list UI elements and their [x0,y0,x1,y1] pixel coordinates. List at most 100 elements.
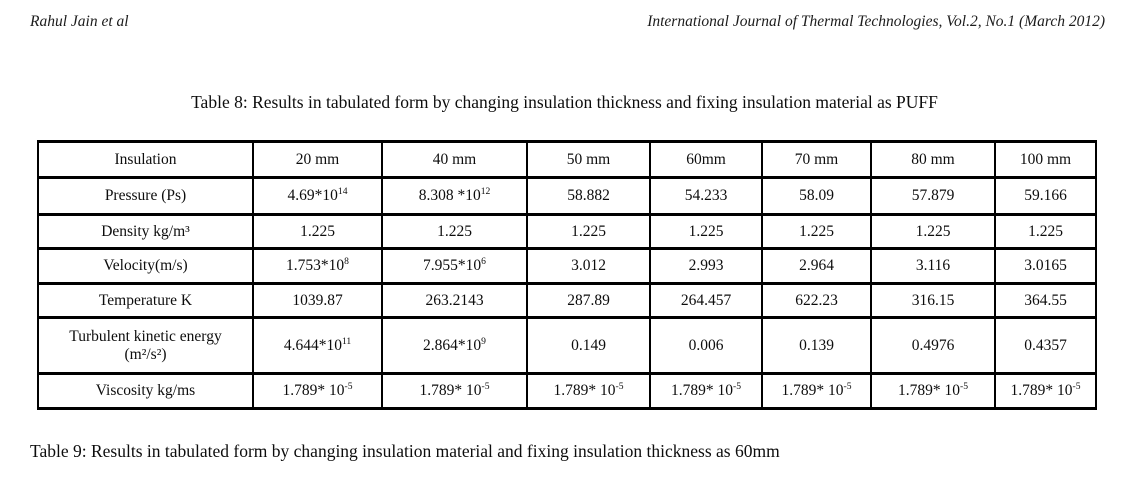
row-label-text: Viscosity kg/ms [95,382,196,399]
cell-exponent: -5 [1072,380,1081,392]
row-label-text: Turbulent kinetic energy [69,327,222,345]
cell-value: 0.139 [799,336,834,354]
cell-value: 1.225 [799,222,834,240]
cell-value: 1.789* 10 [1010,382,1073,399]
journal-running-head: International Journal of Thermal Technol… [647,13,1105,30]
cell-exponent: 14 [337,185,348,197]
cell-exponent: -5 [481,380,490,392]
column-header-insulation: Insulation [37,140,254,179]
cell-value: 1.789* 10 [898,382,960,399]
table-cell: 1.225 [649,213,763,250]
cell-exponent: -5 [960,380,968,392]
cell-exponent: -5 [843,380,852,392]
table-cell: 7.955*106 [381,247,528,285]
table-cell: 1039.87 [252,282,383,319]
table-cell: 0.139 [761,316,872,375]
column-header-70mm: 70 mm [761,140,872,179]
table-cell: 0.4357 [994,316,1097,375]
table-row-viscosity: Viscosity kg/ms 1.789* 10-5 1.789* 10-5 … [37,372,1097,410]
cell-value: 1.225 [688,222,724,240]
table-cell: 58.09 [761,176,872,216]
table-cell: 0.006 [649,316,763,375]
table-cell: 58.882 [526,176,651,216]
column-header-50mm: 50 mm [526,140,651,179]
table8-results-table: Insulation 20 mm 40 mm 50 mm 60mm 70 mm … [37,140,1097,410]
cell-value: 1.753*10 [286,257,345,274]
table-row-density: Density kg/m³ 1.225 1.225 1.225 1.225 1.… [37,213,1097,250]
table-cell: 263.2143 [381,282,528,319]
row-label: Viscosity kg/ms [37,372,254,410]
header-row: Insulation 20 mm 40 mm 50 mm 60mm 70 mm … [37,140,1097,179]
cell-value: 287.89 [567,291,610,309]
column-header-100mm: 100 mm [994,140,1097,179]
column-header-60mm: 60mm [649,140,763,179]
cell-value: 3.116 [915,257,951,274]
table-cell: 1.225 [761,213,872,250]
table-cell: 622.23 [761,282,872,319]
author-running-head: Rahul Jain et al [30,13,129,30]
table9-caption: Table 9: Results in tabulated form by ch… [30,441,780,461]
cell-value: 3.0165 [1024,257,1067,274]
table-cell: 57.879 [870,176,996,216]
cell-value: 57.879 [911,187,955,204]
cell-value: 1.789* 10 [671,382,733,399]
table-cell: 264.457 [649,282,763,319]
cell-exponent: -5 [615,380,624,392]
table-cell: 1.225 [526,213,651,250]
table-row-velocity: Velocity(m/s) 1.753*108 7.955*106 3.012 … [37,247,1097,285]
cell-value: 58.882 [567,187,610,204]
table-row-temperature: Temperature K 1039.87 263.2143 287.89 26… [37,282,1097,319]
table-cell: 3.0165 [994,247,1097,285]
table-cell: 3.116 [870,247,996,285]
cell-value: 4.69*10 [287,187,338,204]
cell-value: 622.23 [795,291,838,309]
row-label-text: Temperature K [98,291,193,309]
table-cell: 1.789* 10-5 [649,372,763,410]
table-cell: 0.149 [526,316,651,375]
table-row-turbulent-kinetic-energy: Turbulent kinetic energy (m²/s²) 4.644*1… [37,316,1097,375]
cell-value: 7.955*10 [423,257,482,274]
cell-exponent: 9 [481,335,486,347]
table-cell: 1.789* 10-5 [526,372,651,410]
table-cell: 8.308 *1012 [381,176,528,216]
table-cell: 1.225 [381,213,528,250]
cell-value: 1.225 [300,222,335,240]
table-cell: 4.69*1014 [252,176,383,216]
table-cell: 4.644*1011 [252,316,383,375]
table-cell: 0.4976 [870,316,996,375]
cell-value: 364.55 [1024,291,1067,309]
cell-value: 2.993 [688,257,724,274]
cell-value: 54.233 [684,187,728,204]
row-label: Velocity(m/s) [37,247,254,285]
table-cell: 59.166 [994,176,1097,216]
cell-value: 0.006 [688,336,724,354]
cell-value: 1.789* 10 [781,382,844,399]
table-cell: 1.225 [994,213,1097,250]
table-cell: 2.993 [649,247,763,285]
table-cell: 1.789* 10-5 [252,372,383,410]
row-label: Temperature K [37,282,254,319]
cell-exponent: 8 [344,255,349,267]
row-label: Turbulent kinetic energy (m²/s²) [37,316,254,375]
cell-value: 1.789* 10 [282,382,345,399]
table-cell: 1.789* 10-5 [870,372,996,410]
cell-value: 0.4976 [911,336,955,354]
table-cell: 3.012 [526,247,651,285]
row-label-text: Velocity(m/s) [103,257,188,274]
table-cell: 1.753*108 [252,247,383,285]
cell-value: 2.864*10 [423,336,482,354]
cell-exponent: 11 [341,335,352,347]
cell-value: 2.964 [799,257,834,274]
cell-value: 59.166 [1024,187,1067,204]
cell-exponent: -5 [344,380,353,392]
column-header-40mm: 40 mm [381,140,528,179]
table-cell: 316.15 [870,282,996,319]
row-label-text: Pressure (Ps) [104,187,187,204]
cell-value: 1.225 [571,222,606,240]
table-cell: 54.233 [649,176,763,216]
cell-value: 1.225 [437,222,472,240]
row-label-text: Density kg/m³ [101,222,190,240]
cell-value: 3.012 [571,257,606,274]
cell-value: 1.789* 10 [553,382,616,399]
